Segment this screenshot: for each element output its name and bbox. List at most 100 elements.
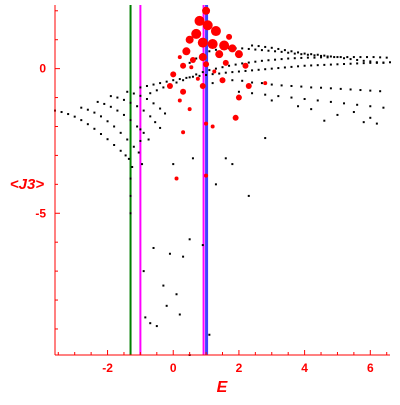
data-point xyxy=(86,123,89,126)
data-point xyxy=(129,101,132,104)
data-points xyxy=(54,6,391,356)
data-point xyxy=(195,73,198,76)
data-point xyxy=(280,58,283,61)
data-point xyxy=(96,100,99,103)
data-point xyxy=(329,87,332,90)
highlight-point xyxy=(202,6,211,15)
data-point xyxy=(297,65,300,68)
highlight-point xyxy=(219,77,226,84)
data-point xyxy=(385,56,388,59)
data-point xyxy=(336,113,339,116)
highlight-point xyxy=(232,114,239,121)
data-point xyxy=(93,111,96,114)
data-point xyxy=(251,44,254,47)
highlight-point xyxy=(174,176,179,181)
highlight-point xyxy=(177,98,182,103)
data-point xyxy=(254,60,257,63)
data-point xyxy=(356,62,359,65)
data-point xyxy=(283,66,286,69)
data-point xyxy=(260,49,263,52)
data-point xyxy=(136,125,139,128)
data-point xyxy=(185,76,188,79)
data-point xyxy=(283,49,286,52)
data-point xyxy=(191,75,194,78)
highlight-point xyxy=(234,50,243,59)
data-point xyxy=(205,74,208,76)
data-point xyxy=(60,111,63,114)
data-point xyxy=(379,56,382,59)
data-point xyxy=(310,108,313,111)
data-point xyxy=(352,111,355,114)
data-point xyxy=(224,71,227,74)
data-point xyxy=(310,64,313,67)
data-point xyxy=(182,79,185,82)
highlight-point xyxy=(228,44,237,53)
data-point xyxy=(201,244,204,247)
highlight-point xyxy=(242,62,249,69)
data-point xyxy=(119,131,122,134)
data-point xyxy=(152,83,155,86)
data-point xyxy=(329,63,332,66)
data-point xyxy=(264,93,267,96)
x-axis-label: E xyxy=(217,379,229,396)
data-point xyxy=(139,139,142,142)
data-point xyxy=(379,90,382,93)
highlight-point xyxy=(177,55,182,60)
data-point xyxy=(119,149,122,152)
data-point xyxy=(211,73,214,76)
data-point xyxy=(214,183,217,186)
data-point xyxy=(142,270,145,273)
data-point xyxy=(172,163,175,166)
axes: -2 0 2 4 6 0 -5 xyxy=(35,5,390,375)
data-point xyxy=(254,48,257,51)
data-point xyxy=(362,121,365,124)
data-point xyxy=(139,86,142,89)
data-point xyxy=(244,69,247,72)
data-point xyxy=(267,49,270,52)
data-point xyxy=(231,71,234,74)
data-point xyxy=(274,58,277,61)
data-point xyxy=(142,109,145,112)
highlight-point xyxy=(210,26,221,37)
data-point xyxy=(201,71,204,74)
data-point xyxy=(178,313,181,316)
data-point xyxy=(369,60,372,63)
data-point xyxy=(313,56,316,59)
data-point xyxy=(129,119,132,122)
data-point xyxy=(241,62,244,65)
data-point xyxy=(152,246,155,249)
highlight-point xyxy=(204,121,209,126)
highlight-point xyxy=(182,47,191,56)
data-point xyxy=(372,56,375,59)
data-point xyxy=(293,57,296,60)
data-point xyxy=(346,56,349,59)
data-point xyxy=(191,157,194,160)
data-point xyxy=(141,163,144,166)
data-point xyxy=(162,86,165,89)
data-point xyxy=(80,106,83,109)
highlight-point xyxy=(197,37,208,48)
data-point xyxy=(333,56,336,59)
highlight-point xyxy=(198,53,207,62)
data-point xyxy=(164,112,167,115)
y-tick-label: 0 xyxy=(39,62,46,76)
data-point xyxy=(211,82,214,85)
highlight-point xyxy=(189,56,196,63)
data-point xyxy=(144,316,147,319)
data-point xyxy=(159,82,162,85)
data-point xyxy=(149,322,152,325)
highlight-point xyxy=(263,81,268,86)
data-point xyxy=(329,55,332,58)
data-point xyxy=(359,56,362,59)
data-point xyxy=(145,84,148,87)
data-point xyxy=(362,62,365,65)
x-tick-label: -2 xyxy=(102,361,113,375)
data-point xyxy=(356,103,359,106)
data-point xyxy=(188,61,191,64)
data-point xyxy=(182,255,185,258)
highlight-point xyxy=(195,76,200,81)
y-axis-label: <J3> xyxy=(10,176,44,193)
data-point xyxy=(306,56,309,59)
data-point xyxy=(336,63,339,66)
